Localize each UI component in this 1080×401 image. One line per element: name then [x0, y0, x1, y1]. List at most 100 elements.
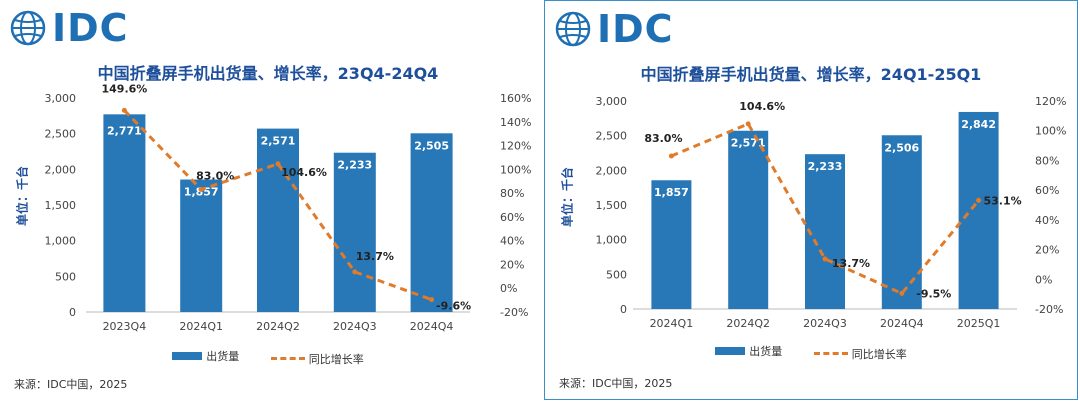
y-right-tick-label: 20%	[1035, 244, 1059, 257]
y-right-tick-label: -20%	[500, 306, 528, 319]
growth-rate-point	[198, 187, 204, 193]
source-note: 来源：IDC中国，2025	[14, 378, 128, 391]
y-left-tick-label: 1,500	[45, 199, 77, 212]
x-tick-label: 2024Q3	[333, 320, 377, 333]
y-right-tick-label: 80%	[500, 187, 524, 200]
legend-item-line: 同比增长率	[270, 351, 364, 367]
y-left-tick-label: 2,000	[45, 163, 77, 176]
bar-value-label: 2,506	[884, 141, 919, 154]
growth-rate-line	[670, 122, 980, 296]
y-left-tick-label: 1,500	[596, 199, 628, 212]
x-tick-label: 2024Q4	[410, 320, 454, 333]
bar-value-label: 2,842	[961, 118, 996, 131]
bar-value-label: 2,571	[261, 135, 296, 148]
legend-label-bar: 出货量	[206, 350, 240, 363]
growth-rate-label: 13.7%	[832, 257, 870, 270]
y-right-tick-label: 0%	[500, 282, 517, 295]
y-right-tick-label: 140%	[500, 116, 531, 129]
idc-logo: IDC	[555, 7, 674, 51]
growth-rate-label: 149.6%	[101, 82, 147, 95]
growth-rate-point	[668, 153, 674, 159]
bar	[881, 135, 922, 309]
idc-logo: IDC	[10, 6, 129, 50]
x-tick-label: 2024Q1	[650, 317, 694, 330]
bar-value-label: 2,233	[337, 159, 372, 172]
legend-item-line: 同比增长率	[813, 346, 907, 362]
chart-plot: 0 500 1,000 1,500 2,000 2,500 3,000 -20% 0% 20% 40…	[45, 82, 532, 333]
legend-label-line: 同比增长率	[851, 347, 907, 361]
logo-text: IDC	[597, 7, 674, 51]
bar-value-label: 2,505	[414, 139, 449, 152]
legend-swatch-line	[270, 357, 305, 360]
x-tick-label: 2024Q2	[726, 317, 770, 330]
growth-rate-label: 53.1%	[984, 194, 1022, 207]
bar	[180, 179, 223, 312]
growth-rate-point	[429, 297, 435, 303]
x-tick-label: 2024Q1	[179, 320, 223, 333]
y-right-tick-label: 20%	[500, 258, 524, 271]
growth-rate-point	[976, 197, 982, 203]
y-left-tick-label: 0	[69, 306, 76, 319]
bar-value-label: 2,771	[107, 124, 142, 137]
bar	[651, 180, 692, 309]
source-note: 来源：IDC中国，2025	[559, 377, 673, 390]
bar-value-label: 2,233	[808, 160, 843, 173]
y-right-tick-label: 80%	[1035, 154, 1059, 167]
y-left-tick-label: 0	[620, 303, 627, 316]
y-right-tick-label: 100%	[1035, 125, 1066, 138]
y-right-tick-label: 40%	[500, 235, 524, 248]
y-right-tick-label: 60%	[500, 211, 524, 224]
bar	[805, 154, 845, 309]
bar	[958, 111, 999, 309]
growth-rate-label: -9.6%	[436, 300, 471, 313]
y-right-tick-label: 0%	[1035, 273, 1052, 286]
y-right-tick-label: 40%	[1035, 214, 1059, 227]
chart-panel-right: IDC 中国折叠屏手机出货量、增长率，24Q1-25Q1 单位：千台 0 500 1…	[544, 0, 1078, 400]
bar	[257, 128, 299, 312]
logo-text: IDC	[52, 6, 129, 50]
legend-swatch-bar	[172, 352, 203, 360]
y-left-tick-label: 1,000	[596, 234, 628, 247]
bar	[333, 152, 376, 312]
globe-icon	[10, 10, 46, 46]
growth-rate-point	[275, 161, 281, 167]
legend-item-bar: 出货量	[715, 343, 782, 359]
legend-swatch-line	[813, 352, 848, 355]
chart-plot: 0 500 1,000 1,500 2,000 2,500 3,000 -20% 0% 20% 40…	[596, 95, 1067, 330]
legend-swatch-bar	[715, 347, 746, 355]
y-left-tick-label: 2,500	[45, 128, 77, 141]
growth-rate-point	[352, 269, 358, 275]
x-tick-label: 2024Q3	[803, 317, 847, 330]
x-tick-label: 2024Q2	[256, 320, 300, 333]
y-right-tick-label: 120%	[1035, 95, 1066, 108]
bar-value-label: 1,857	[654, 186, 689, 199]
legend-label-bar: 出货量	[749, 345, 783, 358]
growth-rate-point	[899, 290, 905, 296]
chart-legend: 出货量 同比增长率	[545, 343, 1077, 362]
y-right-tick-label: -20%	[1035, 303, 1063, 316]
y-right-tick-label: 160%	[500, 92, 531, 105]
growth-rate-label: 104.6%	[281, 166, 327, 179]
chart-legend: 出货量 同比增长率	[0, 348, 536, 367]
y-left-tick-label: 1,000	[45, 235, 77, 248]
y-left-tick-label: 3,000	[45, 92, 77, 105]
growth-rate-label: 83.0%	[196, 170, 234, 183]
x-tick-label: 2024Q4	[880, 317, 924, 330]
growth-rate-label: 13.7%	[356, 250, 394, 263]
growth-rate-label: 83.0%	[644, 132, 682, 145]
y-right-tick-label: 120%	[500, 140, 531, 153]
x-tick-label: 2025Q1	[957, 317, 1001, 330]
bar	[410, 133, 453, 312]
growth-rate-label: -9.5%	[916, 287, 951, 300]
y-left-tick-label: 500	[55, 270, 76, 283]
chart-title: 中国折叠屏手机出货量、增长率，23Q4-24Q4	[97, 64, 439, 83]
legend-label-line: 同比增长率	[308, 352, 364, 366]
y-left-tick-label: 500	[606, 268, 627, 281]
growth-rate-point	[745, 121, 751, 127]
bar	[103, 114, 146, 313]
growth-rate-label: 104.6%	[739, 100, 785, 113]
legend-item-bar: 出货量	[172, 348, 239, 364]
globe-icon	[555, 11, 591, 47]
growth-rate-point	[121, 107, 127, 113]
y-right-tick-label: 60%	[1035, 184, 1059, 197]
